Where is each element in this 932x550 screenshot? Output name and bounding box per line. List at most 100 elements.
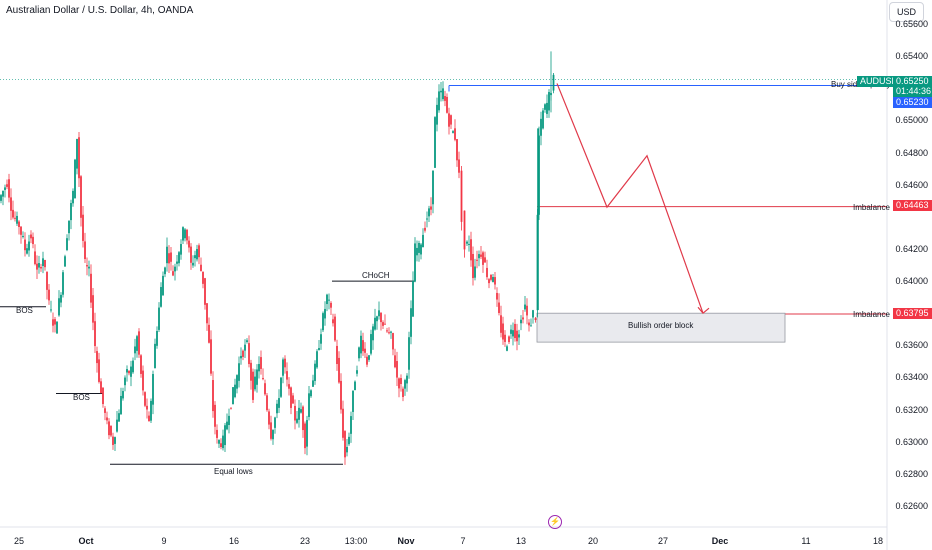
candle-body — [500, 315, 502, 333]
choch-label: CHoCH — [362, 271, 390, 280]
candle-body — [40, 266, 42, 269]
candle-body — [386, 330, 388, 332]
candle-body — [214, 404, 216, 427]
candle-body — [410, 308, 412, 337]
candle-body — [262, 377, 264, 380]
bid-price-tag: 0.65230 — [893, 97, 932, 108]
candle-body — [80, 176, 82, 218]
candle-body — [56, 321, 58, 334]
candle-body — [392, 333, 394, 350]
candle-body — [114, 437, 116, 444]
price-axis-label: 0.62600 — [895, 501, 928, 511]
candle-body — [176, 261, 178, 264]
candle-body — [474, 266, 476, 278]
time-axis-label: 25 — [13, 536, 25, 546]
candle-body — [250, 362, 252, 381]
candle-body — [0, 195, 2, 201]
candle-body — [12, 209, 14, 218]
candle-body — [490, 274, 492, 280]
time-axis-label: 20 — [587, 536, 599, 546]
candle-body — [150, 400, 152, 421]
candle-body — [296, 418, 298, 423]
candle-body — [64, 256, 66, 267]
candle-body — [140, 355, 142, 374]
time-axis-label: 11 — [801, 536, 811, 546]
candle-body — [2, 191, 4, 197]
candle-body — [58, 298, 60, 316]
candle-body — [368, 355, 370, 360]
candle-body — [142, 370, 144, 391]
candle-body — [346, 446, 348, 453]
candle-body — [308, 393, 310, 417]
candle-body — [406, 375, 408, 384]
candle-body — [264, 383, 266, 395]
candle-body — [286, 371, 288, 380]
candle-body — [524, 304, 526, 310]
candle-body — [316, 351, 318, 368]
candle-body — [430, 206, 432, 210]
candle-body — [210, 339, 212, 374]
candle-body — [168, 253, 170, 264]
candle-body — [422, 234, 424, 248]
candle-body — [456, 139, 458, 161]
candle-body — [360, 335, 362, 354]
candle-body — [398, 378, 400, 389]
candle-body — [98, 359, 100, 382]
time-axis-label: 18 — [872, 536, 884, 546]
candle-body — [166, 246, 168, 264]
candle-body — [32, 236, 34, 245]
price-axis-label: 0.62800 — [895, 468, 928, 479]
time-axis-label: 13 — [515, 536, 527, 546]
bos-label-1: BOS — [16, 306, 33, 315]
candle-body — [322, 313, 324, 331]
candle-body — [108, 421, 110, 436]
candle-body — [132, 360, 134, 373]
candle-body — [294, 405, 296, 421]
candle-body — [438, 91, 440, 111]
candle-body — [128, 370, 130, 374]
candle-body — [106, 417, 108, 421]
candle-body — [194, 255, 196, 259]
symbol-tag: AUDUSD — [857, 76, 902, 87]
candle-body — [364, 348, 366, 353]
candle-body — [334, 316, 336, 341]
candle-body — [42, 258, 44, 266]
candle-body — [420, 244, 422, 255]
candle-body — [124, 377, 126, 386]
price-axis-label: 0.63600 — [895, 340, 928, 351]
candle-body — [528, 322, 530, 326]
candle-body — [548, 92, 550, 111]
candle-body — [212, 380, 214, 412]
price-axis-label: 0.63000 — [895, 436, 928, 447]
candle-body — [468, 243, 470, 245]
candle-body — [152, 374, 154, 405]
candle-body — [404, 380, 406, 389]
candle-body — [48, 289, 50, 301]
candle-body — [380, 312, 382, 323]
currency-button[interactable]: USD — [889, 2, 924, 22]
candle-body — [240, 355, 242, 359]
candle-body — [28, 241, 30, 251]
candle-body — [298, 407, 300, 420]
candle-body — [130, 366, 132, 377]
candle-body — [288, 384, 290, 389]
candle-body — [282, 359, 284, 376]
candle-body — [492, 277, 494, 282]
candle-body — [540, 118, 542, 136]
candle-body — [454, 128, 456, 140]
candle-body — [66, 238, 68, 251]
candle-body — [506, 346, 508, 351]
candle-body — [34, 251, 36, 265]
candle-body — [136, 336, 138, 351]
candle-body — [544, 104, 546, 110]
candle-body — [436, 104, 438, 125]
candle-body — [356, 370, 358, 374]
candle-body — [534, 318, 537, 321]
candle-body — [164, 267, 166, 275]
candle-body — [244, 344, 246, 351]
candle-body — [178, 252, 180, 264]
lightning-icon[interactable]: ⚡ — [548, 515, 562, 529]
candle-body — [418, 242, 420, 253]
candle-body — [8, 179, 10, 198]
